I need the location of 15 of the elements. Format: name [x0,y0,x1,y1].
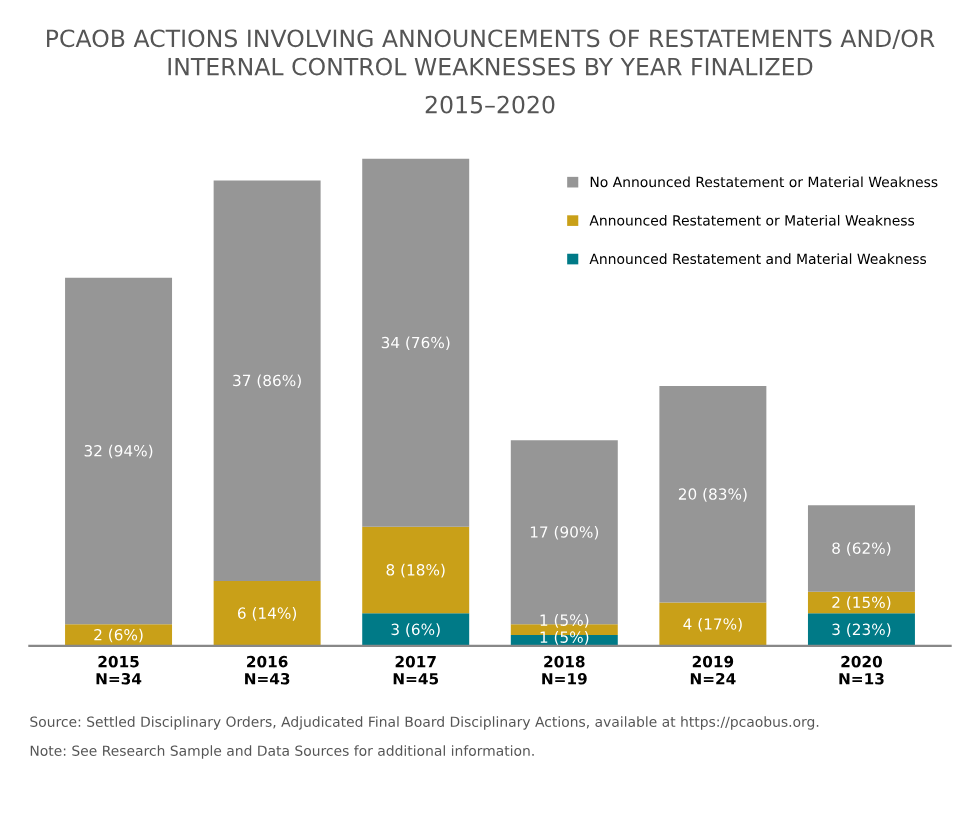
bar [65,624,173,646]
bar [807,505,915,592]
bar [807,591,915,614]
bar [362,158,470,527]
bar [659,386,767,603]
bar [213,180,321,581]
bar [213,580,321,646]
bar [65,277,173,625]
bar [807,613,915,646]
chart-subtitle: 2015–2020 [425,95,555,114]
bar [362,526,470,614]
bar [362,613,470,646]
bar [510,440,618,625]
chart-title: PCAOB ACTIONS INVOLVING ANNOUNCEMENTS OF RESTATEMENTS AND/OR INTERNAL CONTROL WEAKNESSES BY YEAR FINALIZED [47,29,935,76]
bar [659,602,767,646]
